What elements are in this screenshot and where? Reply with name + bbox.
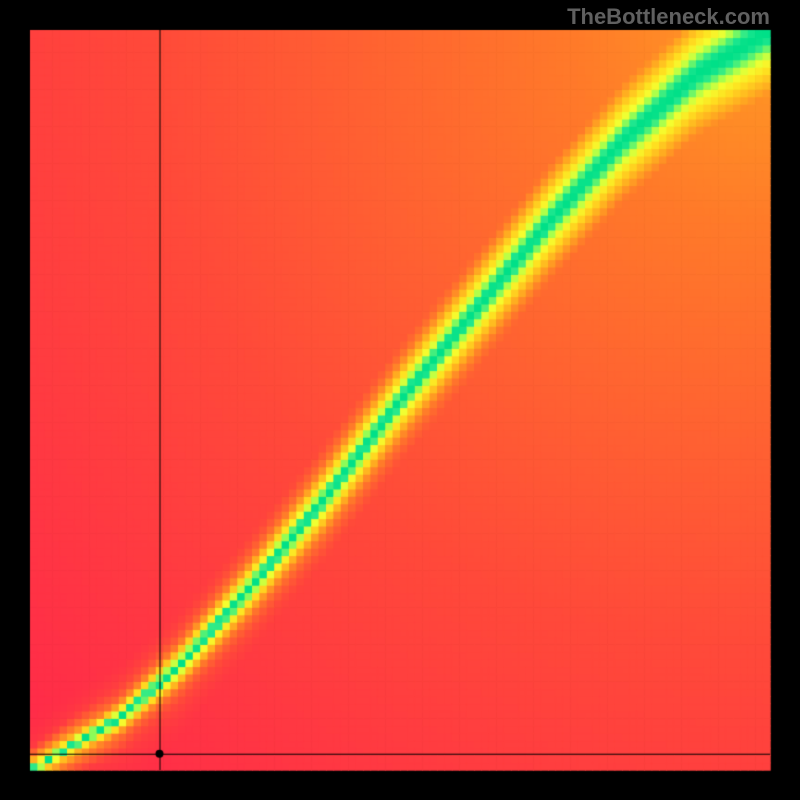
watermark-text: TheBottleneck.com (567, 4, 770, 30)
chart-container: TheBottleneck.com (0, 0, 800, 800)
bottleneck-heatmap-canvas (0, 0, 800, 800)
